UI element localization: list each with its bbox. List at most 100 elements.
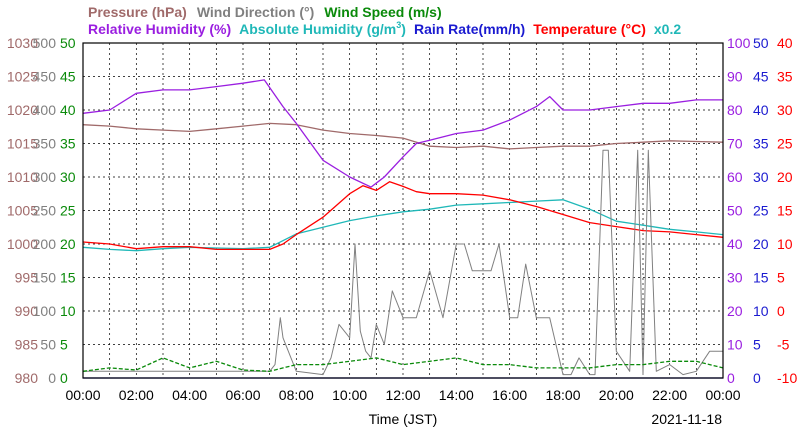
y-tick-pressure: 1000 [7,236,38,252]
y-tick-wind_direction: 150 [33,270,57,286]
y-tick-temperature: 25 [777,136,793,152]
x-tick-label: 08:00 [279,387,314,403]
y-tick-wind_direction: 0 [48,370,56,386]
legend-entry: Wind Speed (m/s) [324,4,441,20]
legend-entry: Rain Rate(mm/h) [414,21,525,37]
x-tick-label: 14:00 [439,387,474,403]
y-tick-rain_rate: 35 [753,136,769,152]
y-tick-temperature: 30 [777,102,793,118]
y-tick-wind_direction: 200 [33,236,57,252]
y-tick-wind_speed: 5 [60,337,68,353]
y-tick-pressure: 1015 [7,136,38,152]
y-tick-rain_rate: 20 [753,236,769,252]
series-line-temperature [82,181,724,251]
y-tick-wind_speed: 45 [60,69,76,85]
plot-frame [82,42,724,379]
y-tick-wind_direction: 450 [33,69,57,85]
legend-entry: Temperature (°C) [533,21,646,37]
legend-row-2: Relative Humidity (%) Absolute Humidity (… [88,20,681,37]
y-tick-relative_humidity: 10 [727,337,743,353]
y-tick-pressure: 1010 [7,169,38,185]
legend-entry: Pressure (hPa) [88,4,187,20]
y-tick-pressure: 1020 [7,102,38,118]
y-tick-rain_rate: 0 [753,370,761,386]
y-tick-temperature: 20 [777,169,793,185]
y-tick-rain_rate: 50 [753,35,769,51]
y-tick-relative_humidity: 50 [727,203,743,219]
x-tick-label: 18:00 [545,387,580,403]
y-tick-wind_speed: 35 [60,136,76,152]
y-tick-rain_rate: 15 [753,270,769,286]
y-tick-wind_speed: 15 [60,270,76,286]
legend-row-1: Pressure (hPa) Wind Direction (°) Wind Spe… [88,4,442,20]
y-tick-relative_humidity: 40 [727,236,743,252]
y-tick-pressure: 990 [15,303,39,319]
y-tick-temperature: 0 [777,303,785,319]
legend-entry: Wind Direction (°) [197,4,314,20]
y-tick-rain_rate: 10 [753,303,769,319]
y-tick-relative_humidity: 0 [727,370,735,386]
y-tick-pressure: 980 [15,370,39,386]
x-tick-label: 22:00 [652,387,687,403]
legend-entry: x0.2 [654,21,681,37]
x-tick-label: 16:00 [492,387,527,403]
x-tick-label: 12:00 [385,387,420,403]
legend-entry: Relative Humidity (%) [88,21,231,37]
y-tick-wind_speed: 20 [60,236,76,252]
y-tick-wind_speed: 25 [60,203,76,219]
y-tick-pressure: 1030 [7,35,38,51]
series-line-relative_humidity [82,79,723,188]
axis-tick-labels: 1030102510201015101010051000995990985980… [7,35,798,386]
y-tick-wind_speed: 0 [60,370,68,386]
y-tick-pressure: 1005 [7,203,38,219]
legend-entry: Absolute Humidity (g/m3) [239,20,406,37]
y-tick-temperature: 35 [777,69,793,85]
y-tick-relative_humidity: 80 [727,102,743,118]
y-tick-temperature: 5 [777,270,785,286]
x-axis-tick-labels: 00:00 02:00 04:00 06:00 08:00 10:00 12:00 14:00… [65,387,740,403]
x-tick-label: 06:00 [225,387,260,403]
legend: Pressure (hPa) Wind Direction (°) Wind Spe… [88,4,681,37]
y-tick-temperature: -5 [777,337,790,353]
y-tick-relative_humidity: 20 [727,303,743,319]
y-tick-rain_rate: 25 [753,203,769,219]
series-line-wind_direction [83,149,723,376]
x-tick-label: 00:00 [65,387,100,403]
y-tick-relative_humidity: 60 [727,169,743,185]
x-tick-label: 02:00 [119,387,154,403]
y-tick-temperature: -10 [777,370,797,386]
x-tick-label: 00:00 [705,387,740,403]
x-axis-label: Time (JST) [369,411,438,427]
y-tick-wind_direction: 300 [33,169,57,185]
date-label: 2021-11-18 [651,411,722,427]
y-tick-wind_direction: 400 [33,102,57,118]
y-tick-temperature: 15 [777,203,793,219]
y-tick-wind_direction: 250 [33,203,57,219]
y-tick-wind_direction: 350 [33,136,57,152]
y-tick-relative_humidity: 90 [727,69,743,85]
y-tick-pressure: 985 [15,337,39,353]
y-tick-rain_rate: 45 [753,69,769,85]
y-tick-rain_rate: 5 [753,337,761,353]
series-line-wind_speed [82,357,724,372]
y-tick-temperature: 10 [777,236,793,252]
y-tick-relative_humidity: 30 [727,270,743,286]
series-line-pressure [82,122,724,150]
y-tick-rain_rate: 40 [753,102,769,118]
y-tick-pressure: 995 [15,270,39,286]
y-tick-wind_direction: 100 [33,303,57,319]
grid [83,43,723,378]
y-tick-wind_speed: 10 [60,303,76,319]
y-tick-relative_humidity: 70 [727,136,743,152]
x-tick-label: 20:00 [599,387,634,403]
y-tick-relative_humidity: 100 [727,35,751,51]
y-tick-temperature: 40 [777,35,793,51]
y-tick-rain_rate: 30 [753,169,769,185]
y-tick-wind_direction: 500 [33,35,57,51]
x-tick-label: 04:00 [172,387,207,403]
y-tick-pressure: 1025 [7,69,38,85]
y-tick-wind_direction: 50 [40,337,56,353]
y-tick-wind_speed: 50 [60,35,76,51]
y-tick-wind_speed: 40 [60,102,76,118]
